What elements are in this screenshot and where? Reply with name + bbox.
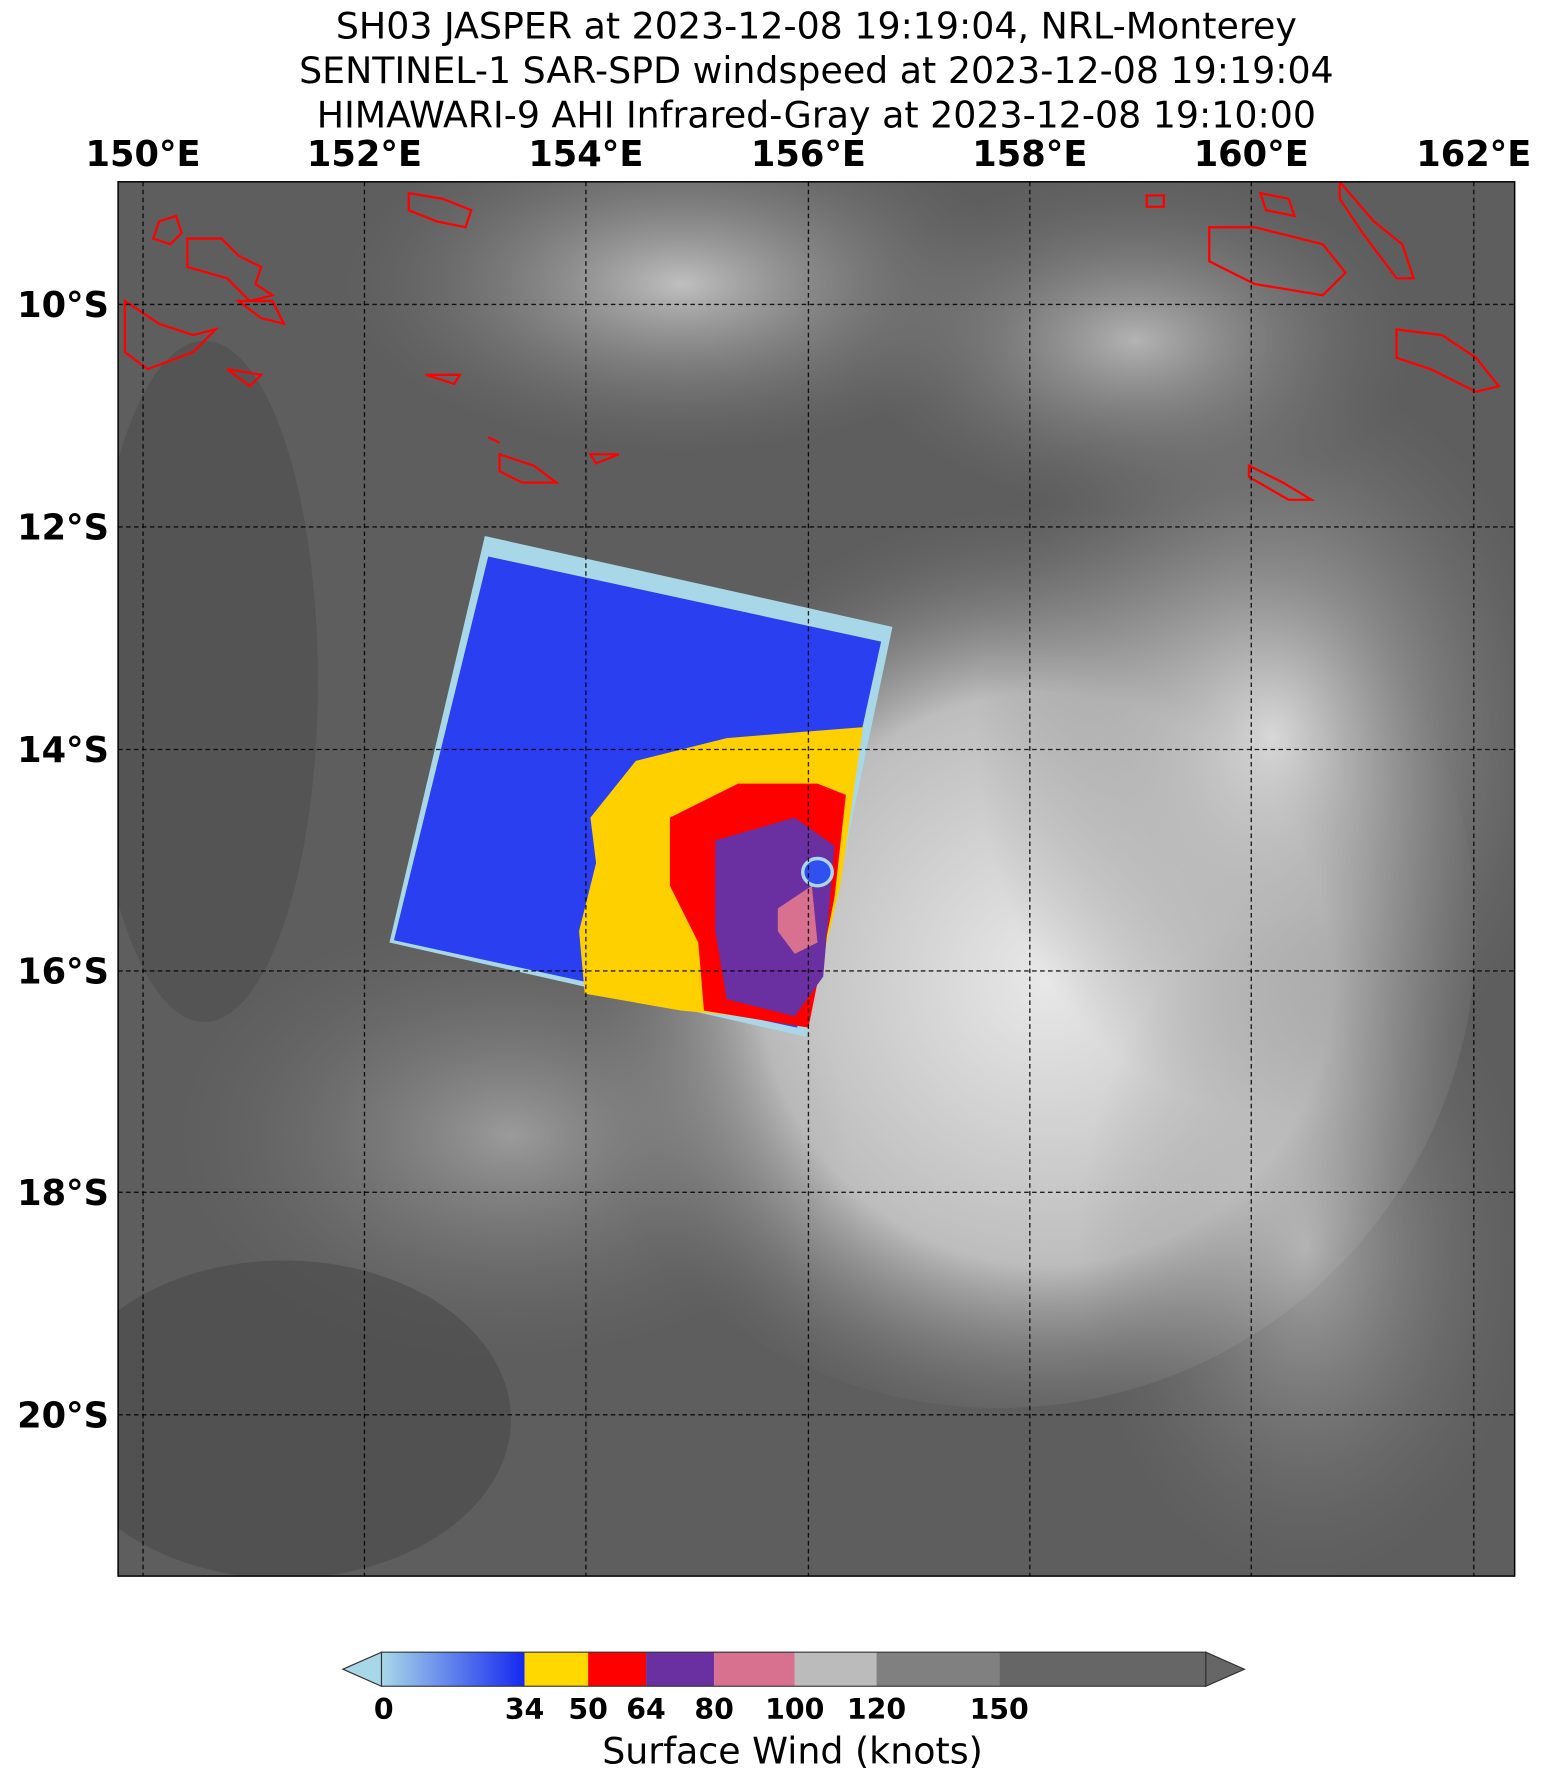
lat-label: 14°S xyxy=(17,730,109,771)
coastlines xyxy=(123,181,1501,501)
lon-label: 156°E xyxy=(751,134,866,175)
graticule xyxy=(118,181,1515,1577)
colorbar-tick-label: 50 xyxy=(568,1693,608,1726)
title-line: HIMAWARI-9 AHI Infrared-Gray at 2023-12-… xyxy=(317,93,1316,136)
lon-label: 160°E xyxy=(1194,134,1309,175)
lon-label: 150°E xyxy=(86,134,201,175)
axis-labels: 150°E 152°E 154°E 156°E 158°E 160°E 162°E 10°S 1… xyxy=(17,134,1531,1436)
lat-label: 12°S xyxy=(17,507,109,548)
colorbar-tick-label: 0 xyxy=(374,1693,394,1726)
colorbar-tick-label: 120 xyxy=(847,1693,906,1726)
lat-label: 10°S xyxy=(17,285,109,326)
colorbar-tick-label: 150 xyxy=(970,1693,1029,1726)
colorbar-ticks: 0 34 50 64 80 100 120 150 xyxy=(374,1693,1029,1726)
title-line: SH03 JASPER at 2023-12-08 19:19:04, NRL-… xyxy=(336,5,1297,48)
lon-label: 152°E xyxy=(307,134,422,175)
lon-label: 158°E xyxy=(972,134,1087,175)
colorbar-label: Surface Wind (knots) xyxy=(602,1729,983,1772)
lat-label: 20°S xyxy=(17,1395,109,1436)
colorbar-tick-label: 34 xyxy=(505,1693,544,1726)
colorbar-tick-label: 100 xyxy=(765,1693,824,1726)
lat-label: 16°S xyxy=(17,951,109,992)
title: SH03 JASPER at 2023-12-08 19:19:04, NRL-… xyxy=(299,5,1334,137)
lon-label: 162°E xyxy=(1416,134,1531,175)
satellite-image xyxy=(118,181,1515,1577)
colorbar-tick-label: 80 xyxy=(694,1693,734,1726)
map-frame xyxy=(117,181,1516,1577)
title-line: SENTINEL-1 SAR-SPD windspeed at 2023-12-… xyxy=(299,49,1334,92)
lon-label: 154°E xyxy=(528,134,643,175)
lat-label: 18°S xyxy=(17,1173,109,1214)
colorbar: 0 34 50 64 80 100 120 150 Surface Wind (knots) xyxy=(341,1651,1246,1772)
sar-swath xyxy=(389,536,893,1037)
colorbar-tick-label: 64 xyxy=(626,1693,666,1726)
